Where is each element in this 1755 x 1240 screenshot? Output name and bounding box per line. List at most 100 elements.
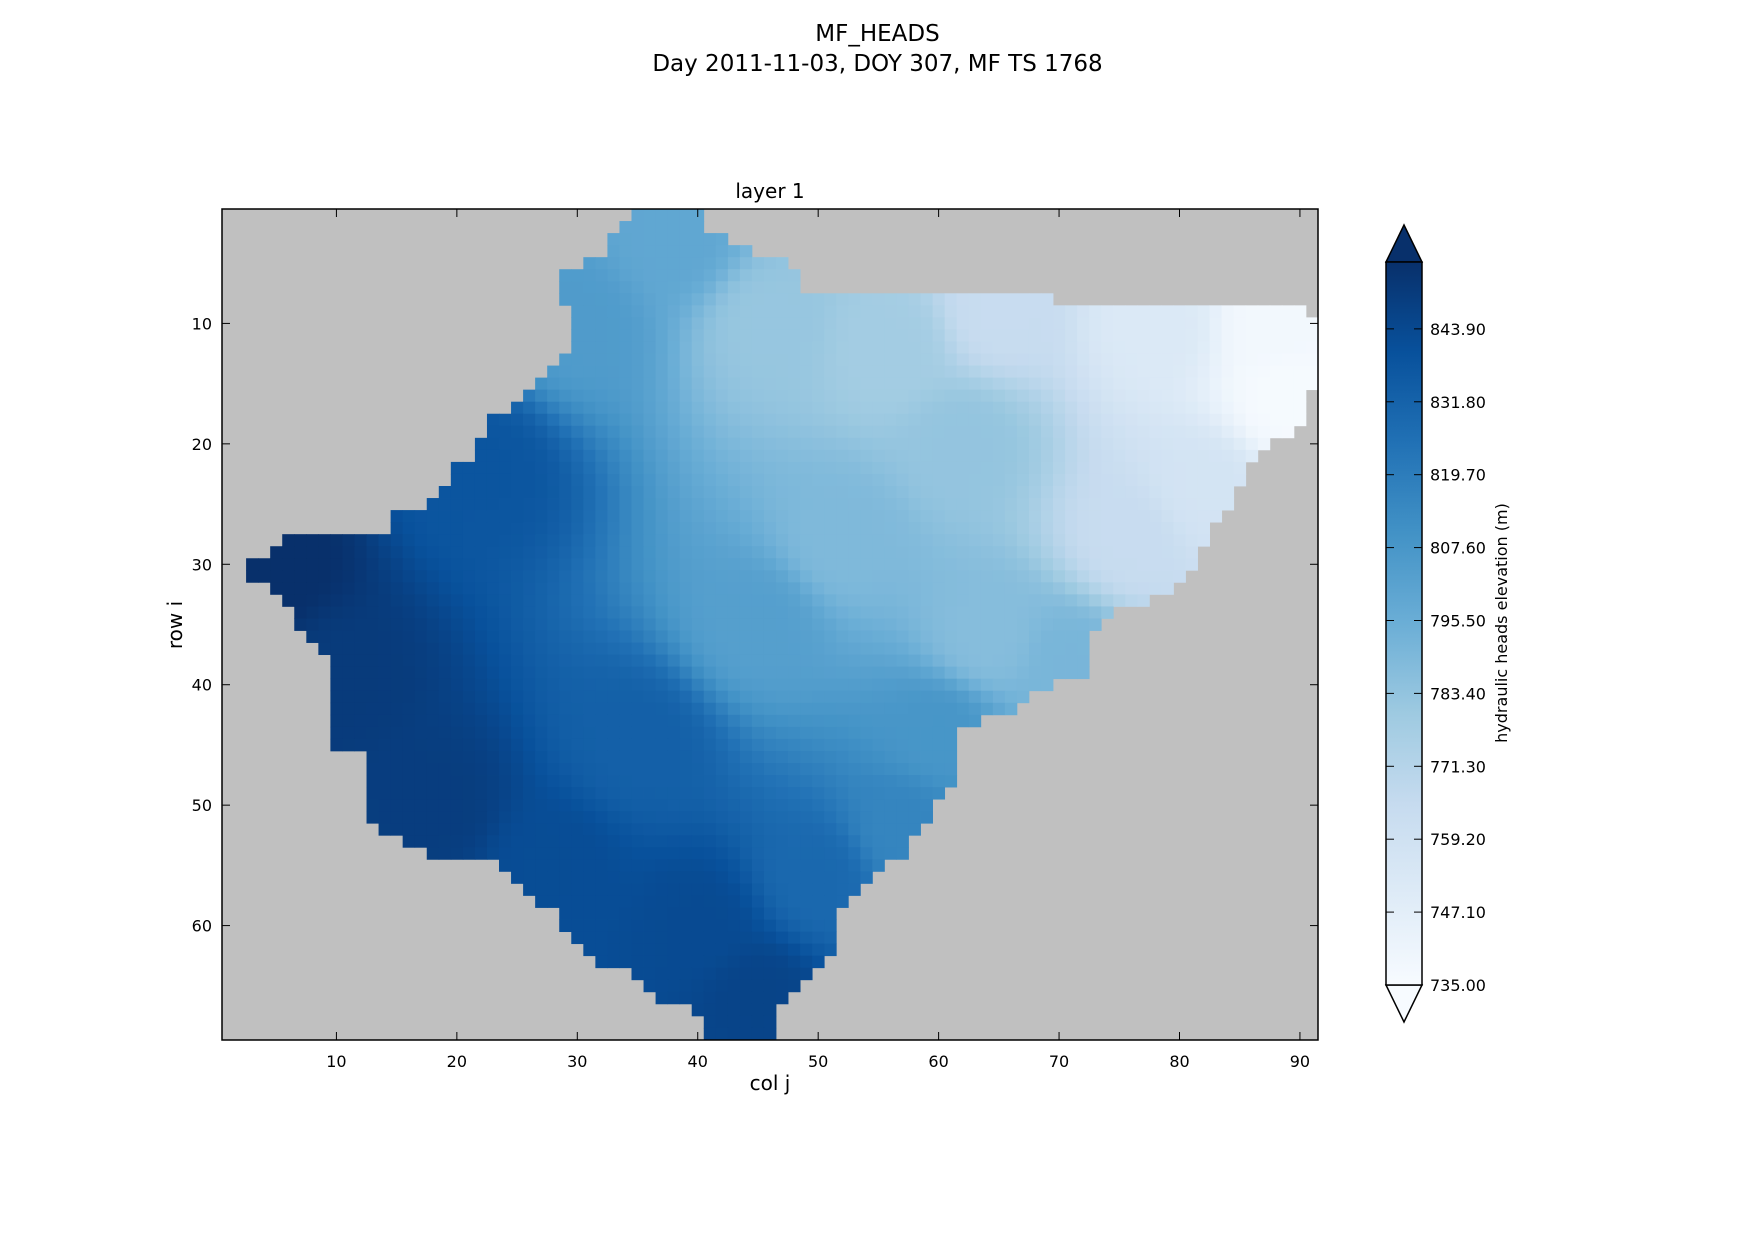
- heatmap-cell: [776, 955, 789, 969]
- heatmap-cell: [691, 522, 705, 535]
- heatmap-cell: [595, 317, 608, 330]
- heatmap-cell: [402, 654, 416, 668]
- heatmap-cell: [499, 666, 512, 680]
- heatmap-cell: [944, 461, 958, 475]
- heatmap-cell: [1221, 473, 1235, 487]
- heatmap-cell: [800, 642, 813, 656]
- heatmap-cell: [559, 293, 572, 306]
- heatmap-cell: [1101, 377, 1114, 391]
- heatmap-cell: [1269, 341, 1283, 354]
- heatmap-cell: [848, 353, 861, 366]
- heatmap-cell: [860, 425, 873, 439]
- heatmap-cell: [1257, 377, 1271, 391]
- heatmap-cell: [342, 666, 355, 680]
- heatmap-cell: [715, 630, 729, 643]
- heatmap-cell: [462, 787, 476, 800]
- heatmap-cell: [908, 775, 921, 788]
- heatmap-cell: [932, 401, 946, 415]
- heatmap-cell: [703, 341, 717, 354]
- heatmap-cell: [547, 823, 560, 836]
- heatmap-cell: [571, 871, 584, 884]
- heatmap-cell: [631, 931, 644, 945]
- heatmap-cell: [848, 473, 861, 487]
- heatmap-cell: [559, 473, 572, 487]
- heatmap-cell: [643, 510, 656, 523]
- heatmap-cell: [739, 907, 753, 920]
- heatmap-cell: [450, 630, 464, 643]
- heatmap-cell: [595, 257, 608, 270]
- heatmap-cell: [920, 738, 933, 752]
- heatmap-cell: [607, 690, 620, 704]
- heatmap-cell: [643, 425, 656, 439]
- heatmap-cell: [1065, 546, 1078, 559]
- heatmap-cell: [1113, 570, 1126, 583]
- heatmap-cell: [703, 401, 717, 415]
- heatmap-cell: [932, 317, 946, 330]
- heatmap-cell: [968, 498, 982, 511]
- heatmap-cell: [462, 738, 476, 752]
- heatmap-cell: [776, 666, 789, 680]
- heatmap-cell: [896, 558, 909, 571]
- heatmap-cell: [1053, 582, 1066, 595]
- heatmap-cell: [703, 883, 717, 896]
- heatmap-cell: [800, 461, 813, 475]
- heatmap-cell: [450, 522, 464, 535]
- heatmap-cell: [1028, 425, 1042, 439]
- heatmap-cell: [1028, 498, 1042, 511]
- heatmap-cell: [848, 437, 861, 451]
- heatmap-cell: [667, 534, 681, 547]
- heatmap-cell: [800, 919, 813, 933]
- heatmap-cell: [727, 305, 741, 318]
- heatmap-cell: [607, 823, 620, 836]
- heatmap-cell: [836, 377, 849, 391]
- heatmap-cell: [679, 257, 693, 270]
- heatmap-cell: [523, 546, 536, 559]
- plot-frame: [221, 208, 1319, 1041]
- heatmap-cell: [1053, 618, 1066, 631]
- heatmap-cell: [715, 449, 729, 463]
- heatmap-cell: [595, 437, 608, 451]
- heatmap-cell: [944, 678, 958, 692]
- heatmap-cell: [896, 750, 909, 764]
- heatmap-cell: [1113, 582, 1126, 595]
- heatmap-cell: [691, 895, 705, 908]
- heatmap-cell: [390, 570, 404, 583]
- heatmap-cell: [944, 582, 958, 595]
- heatmap-cell: [920, 510, 933, 523]
- heatmap-cell: [812, 570, 825, 583]
- heatmap-cell: [595, 690, 608, 704]
- heatmap-cell: [739, 847, 753, 860]
- heatmap-cell: [607, 461, 620, 475]
- heatmap-cell: [462, 606, 476, 619]
- heatmap-cell: [800, 365, 813, 379]
- heatmap-cell: [583, 377, 596, 391]
- heatmap-cell: [486, 618, 500, 631]
- heatmap-cell: [1197, 305, 1210, 318]
- heatmap-cell: [920, 690, 933, 704]
- heatmap-cell: [763, 775, 777, 788]
- heatmap-cell: [812, 630, 825, 643]
- heatmap-cell: [776, 871, 789, 884]
- heatmap-cell: [788, 269, 801, 282]
- heatmap-cell: [691, 799, 705, 812]
- heatmap-cell: [703, 666, 717, 680]
- heatmap-cell: [1065, 486, 1078, 499]
- heatmap-cell: [595, 461, 608, 475]
- heatmap-cell: [1269, 389, 1283, 403]
- heatmap-cell: [860, 437, 873, 451]
- heatmap-cell: [474, 714, 488, 728]
- heatmap-cell: [1101, 353, 1114, 366]
- heatmap-cell: [1101, 558, 1114, 571]
- heatmap-cell: [848, 522, 861, 535]
- heatmap-cell: [1173, 522, 1186, 535]
- heatmap-cell: [848, 377, 861, 391]
- heatmap-cell: [836, 401, 849, 415]
- heatmap-cell: [1257, 305, 1271, 318]
- heatmap-cell: [751, 630, 765, 643]
- heatmap-cell: [932, 546, 946, 559]
- heatmap-cell: [860, 763, 873, 776]
- heatmap-cell: [1125, 413, 1138, 427]
- heatmap-cell: [800, 606, 813, 619]
- heatmap-cell: [607, 654, 620, 668]
- heatmap-cell: [571, 510, 584, 523]
